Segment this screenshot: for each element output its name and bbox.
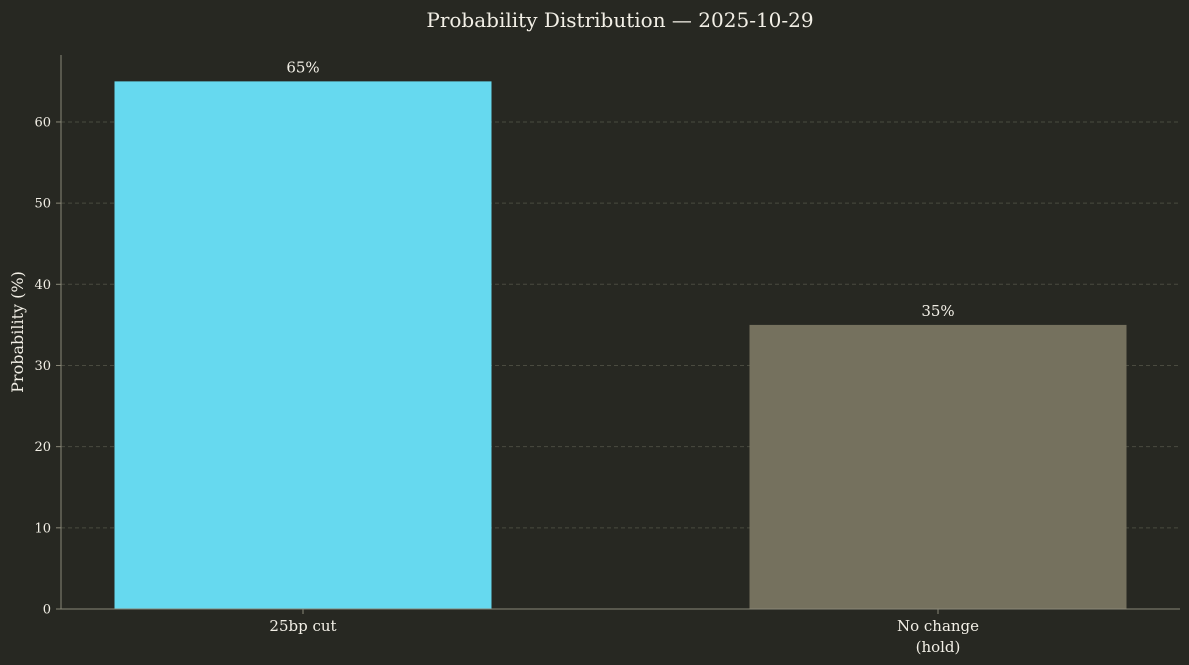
y-tick-label-20: 20 — [34, 440, 51, 455]
bar-1 — [749, 324, 1127, 609]
y-tick-label-0: 0 — [43, 603, 51, 618]
data-label-1: 35% — [921, 302, 954, 320]
bar-0 — [114, 81, 492, 609]
data-label-0: 65% — [286, 58, 319, 76]
y-tick-label-50: 50 — [34, 197, 51, 212]
axes — [56, 55, 1180, 614]
y-axis-label: Probability (%) — [8, 271, 27, 393]
labels: 0 10 20 30 40 50 60 65% 25bp cut 35% No change (hol… — [34, 58, 979, 656]
x-tick-label-1-line-0: No change — [897, 617, 979, 635]
bars — [114, 81, 1127, 609]
y-tick-label-10: 10 — [34, 521, 51, 536]
y-tick-label-60: 60 — [34, 115, 51, 130]
chart-title: Probability Distribution — 2025-10-29 — [426, 8, 813, 32]
x-tick-label-1-line-1: (hold) — [916, 638, 961, 656]
y-tick-label-40: 40 — [34, 278, 51, 293]
x-tick-label-0: 25bp cut — [269, 617, 336, 635]
y-tick-label-30: 30 — [34, 359, 51, 374]
